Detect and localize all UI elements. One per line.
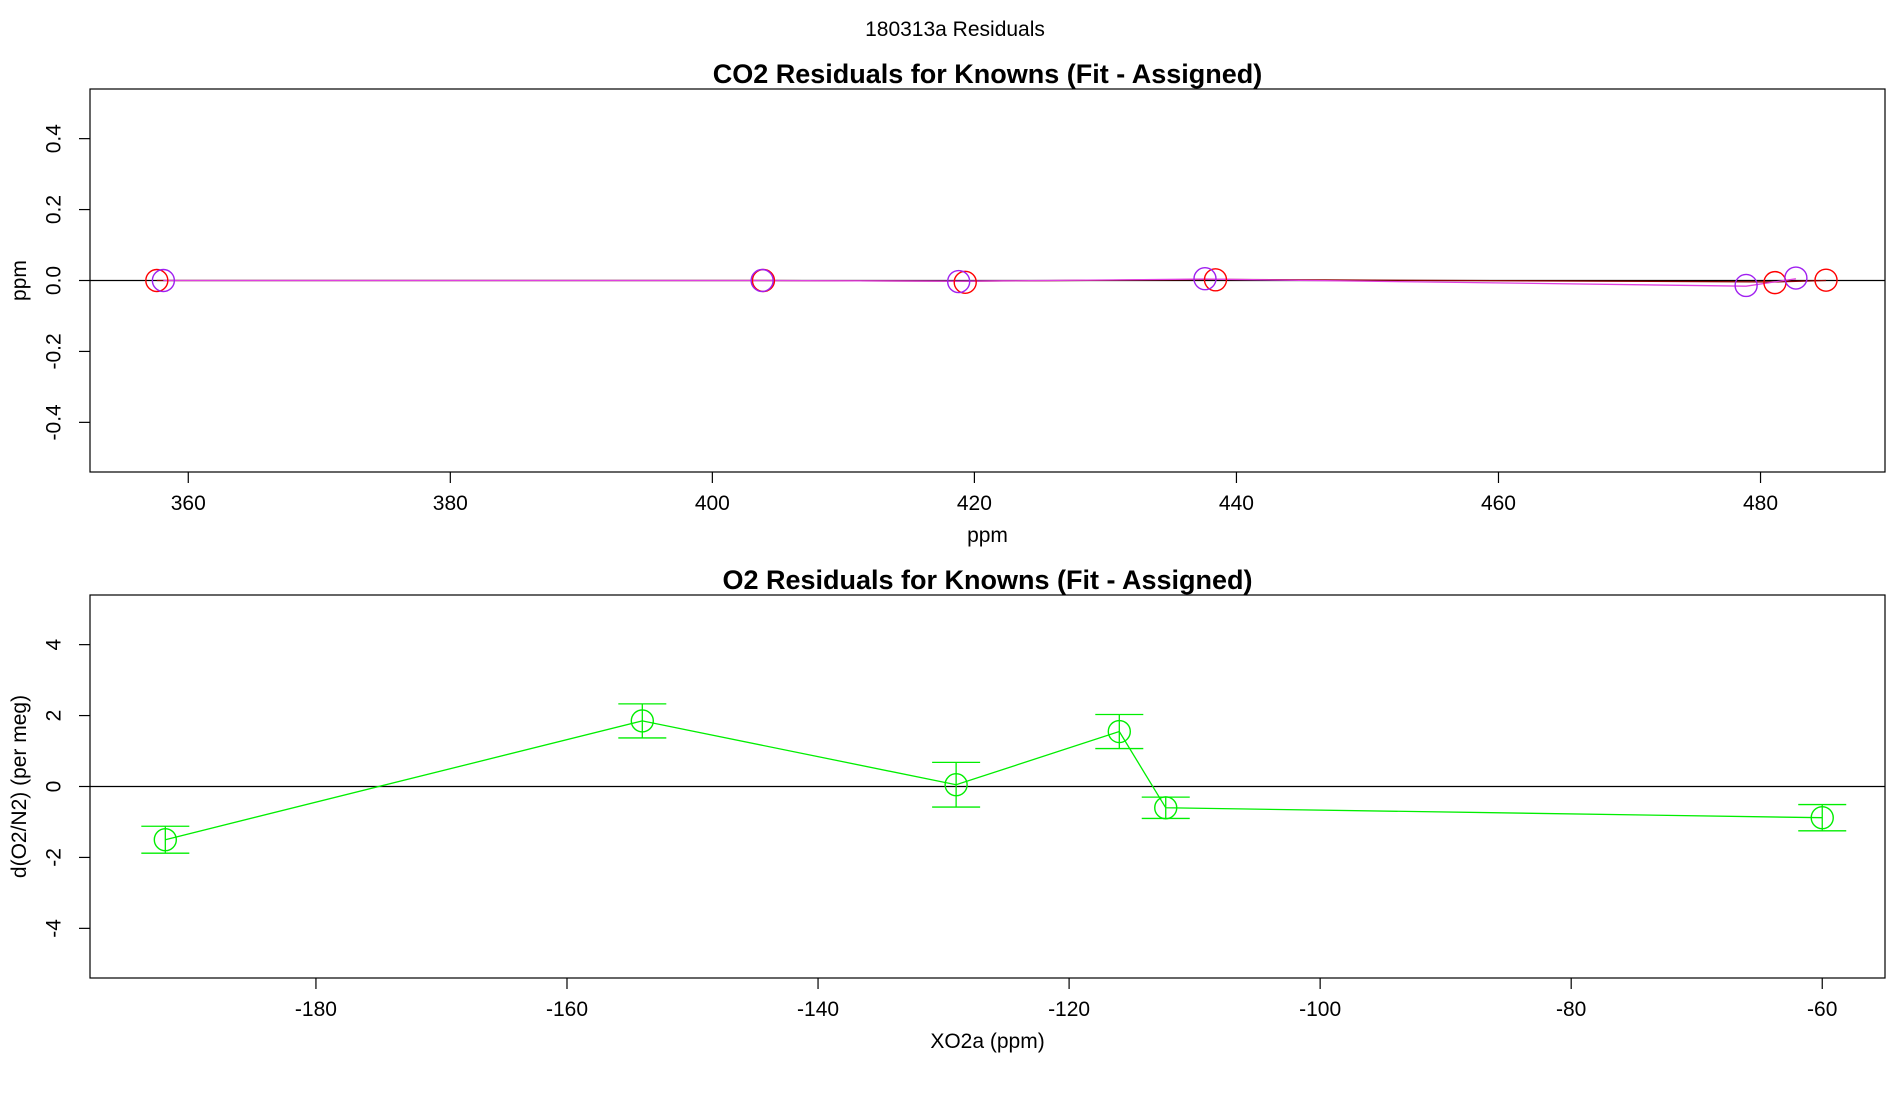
co2-data-point <box>145 268 169 293</box>
o2-x-tick-label: -160 <box>546 998 588 1021</box>
co2-data-point <box>946 269 971 294</box>
o2-y-tick-label: 2 <box>43 710 66 722</box>
co2-data-point <box>151 268 176 293</box>
co2-data-point <box>1203 268 1228 292</box>
co2-data-point <box>1784 266 1808 290</box>
o2-x-axis-label: XO2a (ppm) <box>930 1030 1044 1053</box>
co2-x-tick-label: 420 <box>957 492 992 515</box>
co2-y-tick-label: 0.4 <box>43 124 66 154</box>
o2-residuals-panel: O2 Residuals for Knowns (Fit - Assigned)… <box>8 565 1886 1053</box>
o2-data-point <box>630 709 655 733</box>
o2-data-point <box>1810 806 1834 830</box>
co2-x-tick-label: 440 <box>1219 492 1254 515</box>
co2-data-point <box>953 270 977 294</box>
co2-chart-title: CO2 Residuals for Knowns (Fit - Assigned… <box>713 59 1263 89</box>
co2-data-point <box>1814 268 1838 292</box>
co2-data-point <box>1193 267 1217 291</box>
co2-y-tick-label: 0.0 <box>43 266 66 295</box>
o2-data-point <box>944 773 968 797</box>
co2-x-tick-label: 400 <box>695 492 730 515</box>
o2-chart-title: O2 Residuals for Knowns (Fit - Assigned) <box>722 565 1252 595</box>
co2-x-tick-label: 460 <box>1481 492 1516 515</box>
co2-x-axis-label: ppm <box>967 524 1008 547</box>
o2-y-tick-label: 0 <box>43 781 66 793</box>
o2-y-axis-label: d(O2/N2) (per meg) <box>8 695 31 878</box>
o2-x-tick-label: -120 <box>1048 998 1090 1021</box>
o2-data-point <box>153 827 178 852</box>
co2-data-point <box>1763 270 1787 295</box>
co2-x-tick-label: 360 <box>171 492 206 515</box>
o2-x-tick-label: -80 <box>1556 998 1586 1021</box>
co2-data-point <box>1734 273 1758 298</box>
o2-series-line <box>165 720 1823 841</box>
co2-series-line <box>163 278 1797 287</box>
co2-x-tick-label: 380 <box>433 492 468 515</box>
co2-y-axis-label: ppm <box>8 260 31 301</box>
o2-x-tick-label: -140 <box>797 998 839 1021</box>
co2-y-tick-label: -0.4 <box>43 404 66 441</box>
figure-suptitle: 180313a Residuals <box>865 18 1045 41</box>
co2-data-point <box>750 268 774 293</box>
co2-y-tick-label: -0.2 <box>43 333 66 369</box>
o2-data-point <box>1154 796 1178 820</box>
co2-x-tick-label: 480 <box>1743 492 1778 515</box>
o2-y-tick-label: -4 <box>43 919 66 938</box>
co2-y-tick-label: 0.2 <box>43 195 66 224</box>
o2-y-tick-label: -2 <box>43 848 66 867</box>
o2-data-point <box>1107 719 1132 744</box>
o2-x-tick-label: -180 <box>295 998 337 1021</box>
o2-y-tick-label: 4 <box>43 638 66 650</box>
o2-x-tick-label: -100 <box>1299 998 1341 1021</box>
co2-residuals-panel: CO2 Residuals for Knowns (Fit - Assigned… <box>8 59 1886 547</box>
o2-x-tick-label: -60 <box>1807 998 1837 1021</box>
